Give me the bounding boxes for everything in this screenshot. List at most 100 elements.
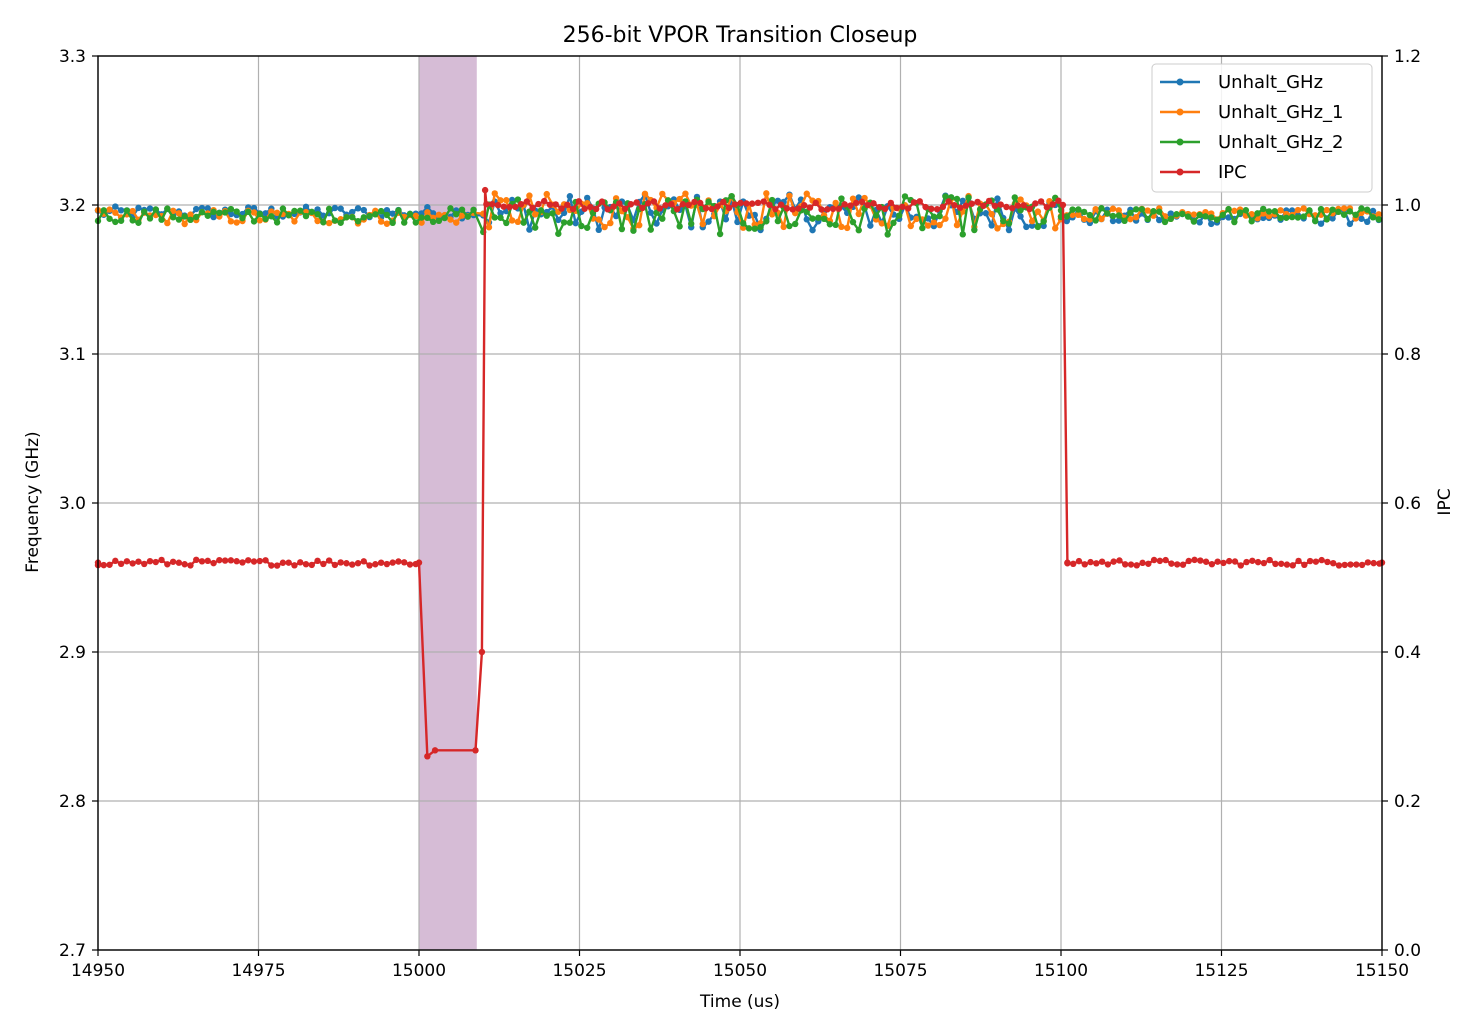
x-tick-label: 15000 — [392, 961, 446, 981]
plot-layer: 14950 14975 15000 15025 15050 15075 15100 15125… — [59, 47, 1421, 981]
data-point — [751, 225, 758, 232]
data-point — [354, 560, 362, 567]
data-point — [968, 200, 975, 207]
data-point — [314, 217, 321, 225]
data-point — [1026, 205, 1033, 213]
data-point — [245, 208, 252, 216]
data-point — [1052, 225, 1059, 232]
data-point — [262, 557, 269, 564]
data-point — [907, 222, 914, 230]
data-point — [581, 205, 588, 212]
data-point — [783, 205, 791, 212]
data-point — [575, 198, 583, 205]
data-point — [401, 219, 408, 226]
data-point — [890, 219, 897, 227]
data-point — [1109, 205, 1117, 212]
data-point — [1364, 218, 1371, 226]
data-point — [302, 561, 310, 568]
data-point — [1063, 217, 1070, 225]
data-point — [569, 205, 577, 213]
data-point — [676, 223, 683, 230]
data-point — [812, 199, 819, 207]
data-point — [435, 211, 443, 219]
data-point — [503, 219, 510, 227]
data-point — [227, 210, 235, 218]
data-point — [169, 207, 177, 215]
data-point — [169, 214, 177, 221]
data-point — [991, 202, 999, 210]
data-point — [497, 214, 504, 221]
data-point — [221, 557, 229, 564]
data-point — [1173, 211, 1180, 218]
y2-tick-label: 0.6 — [1394, 494, 1421, 514]
data-point — [1214, 558, 1221, 565]
data-point — [1369, 214, 1377, 221]
chart-title: 256-bit VPOR Transition Closeup — [563, 23, 918, 48]
x-tick-label: 15050 — [713, 961, 767, 981]
legend-swatch-marker — [1176, 168, 1184, 176]
data-point — [1092, 217, 1099, 224]
data-point — [1369, 207, 1377, 215]
data-point — [901, 193, 909, 200]
data-point — [112, 203, 119, 210]
data-point — [953, 195, 961, 203]
data-point — [1127, 215, 1134, 223]
series-ipc — [94, 186, 1386, 760]
data-point — [491, 190, 498, 197]
data-point — [508, 217, 516, 224]
data-point — [239, 214, 246, 222]
data-point — [1109, 212, 1117, 220]
data-point — [233, 219, 240, 226]
data-point — [1156, 208, 1163, 215]
legend-swatch-marker — [1176, 108, 1184, 116]
data-point — [1364, 559, 1372, 566]
data-point — [803, 190, 810, 197]
data-point — [772, 205, 779, 213]
data-point — [1260, 214, 1267, 222]
data-point — [1032, 200, 1039, 207]
data-point — [424, 753, 431, 760]
data-point — [447, 216, 454, 223]
data-point — [1115, 207, 1122, 214]
data-point — [826, 221, 834, 228]
data-point — [308, 561, 315, 569]
data-point — [1219, 211, 1226, 219]
data-point — [198, 558, 206, 565]
data-point — [1040, 218, 1047, 225]
data-point — [1150, 208, 1157, 215]
data-point — [555, 216, 562, 224]
data-point — [331, 561, 339, 569]
data-point — [682, 190, 689, 197]
data-point — [1323, 216, 1330, 223]
data-point — [1191, 556, 1198, 564]
data-point — [1318, 556, 1325, 564]
data-point — [401, 559, 408, 566]
data-point — [962, 202, 970, 209]
data-point — [1055, 197, 1062, 204]
data-point — [1064, 559, 1071, 566]
data-point — [1260, 559, 1268, 567]
data-point — [187, 562, 194, 569]
y-tick-label: 2.7 — [59, 941, 86, 961]
data-point — [227, 218, 235, 225]
data-point — [268, 562, 275, 569]
data-point — [714, 203, 721, 210]
data-point — [250, 558, 258, 565]
data-point — [893, 204, 900, 212]
data-point — [1220, 559, 1227, 567]
data-point — [1340, 211, 1348, 218]
data-point — [123, 558, 131, 565]
data-point — [164, 219, 171, 227]
data-point — [1092, 205, 1099, 213]
data-point — [578, 222, 585, 230]
data-point — [560, 219, 568, 226]
data-point — [1063, 213, 1070, 220]
data-point — [855, 227, 862, 234]
data-point — [389, 210, 396, 217]
data-point — [786, 192, 793, 199]
data-point — [878, 220, 886, 227]
data-point — [939, 203, 947, 211]
data-point — [1277, 214, 1284, 222]
data-point — [256, 217, 263, 224]
data-point — [809, 226, 816, 234]
